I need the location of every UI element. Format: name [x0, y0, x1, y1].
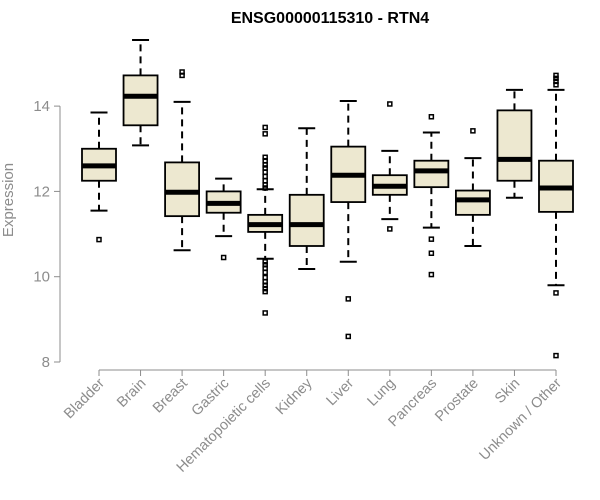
- outlier-point: [553, 352, 559, 359]
- box-gastric: [205, 177, 242, 261]
- outlier-point: [345, 296, 352, 302]
- x-tick-label: Kidney: [273, 375, 316, 418]
- y-tick-label: 12: [33, 183, 50, 200]
- box-unknown-other: [538, 72, 574, 359]
- box-lung: [371, 101, 408, 232]
- outlier-point: [220, 254, 227, 261]
- outlier-point: [262, 269, 268, 276]
- outlier-point: [428, 236, 435, 242]
- outlier-point: [553, 290, 559, 296]
- iqr-box: [288, 193, 325, 247]
- outlier-point: [428, 114, 435, 120]
- x-tick-label: Bladder: [61, 375, 108, 422]
- x-tick-label: Prostate: [432, 376, 481, 425]
- y-tick-label: 10: [33, 269, 50, 286]
- outlier-point: [262, 259, 268, 265]
- x-tick-label: Skin: [492, 376, 523, 407]
- iqr-box: [496, 109, 533, 182]
- y-axis-label: Expression: [0, 163, 17, 237]
- iqr-box: [122, 74, 159, 127]
- box-hematopoietic-cells: [247, 124, 284, 316]
- box-liver: [330, 99, 367, 340]
- x-tick-label: Breast: [150, 376, 191, 417]
- outlier-point: [387, 226, 393, 232]
- outlier-point: [387, 101, 393, 107]
- outlier-point: [553, 72, 559, 79]
- outlier-point: [262, 177, 268, 184]
- outlier-point: [428, 250, 435, 256]
- iqr-box: [164, 161, 200, 218]
- y-tick-label: 14: [33, 98, 50, 115]
- outlier-point: [96, 236, 102, 243]
- outlier-point: [262, 182, 268, 188]
- x-tick-label: Lung: [365, 376, 399, 410]
- iqr-box: [413, 159, 450, 189]
- y-axis: 8 10 12 14: [33, 98, 61, 371]
- outlier-point: [262, 185, 268, 191]
- outlier-point: [470, 128, 476, 134]
- outlier-point: [262, 162, 268, 168]
- outlier-point: [262, 131, 268, 137]
- outlier-point: [262, 165, 268, 171]
- outlier-point: [262, 265, 268, 271]
- box-breast: [164, 69, 200, 252]
- box-pancreas: [413, 114, 450, 278]
- outlier-point: [262, 157, 268, 164]
- boxes-group: [81, 39, 574, 359]
- outlier-point: [345, 333, 352, 340]
- outlier-point: [553, 82, 559, 88]
- x-tick-label: Brain: [114, 376, 149, 411]
- outlier-point: [179, 69, 185, 75]
- outlier-point: [262, 274, 268, 281]
- y-tick-label: 8: [42, 354, 50, 371]
- outlier-point: [262, 285, 268, 292]
- box-kidney: [288, 127, 325, 271]
- outlier-point: [262, 169, 268, 175]
- box-bladder: [81, 111, 117, 243]
- outlier-point: [262, 310, 268, 316]
- box-prostate: [455, 128, 491, 247]
- outlier-point: [428, 271, 435, 278]
- box-skin: [496, 88, 533, 199]
- x-tick-label: Liver: [324, 375, 358, 409]
- box-brain: [122, 39, 159, 147]
- outlier-point: [553, 75, 559, 82]
- outlier-point: [262, 288, 268, 295]
- outlier-point: [262, 173, 268, 180]
- iqr-box: [455, 189, 491, 216]
- chart-title: ENSG00000115310 - RTN4: [231, 10, 429, 27]
- outlier-point: [262, 124, 268, 131]
